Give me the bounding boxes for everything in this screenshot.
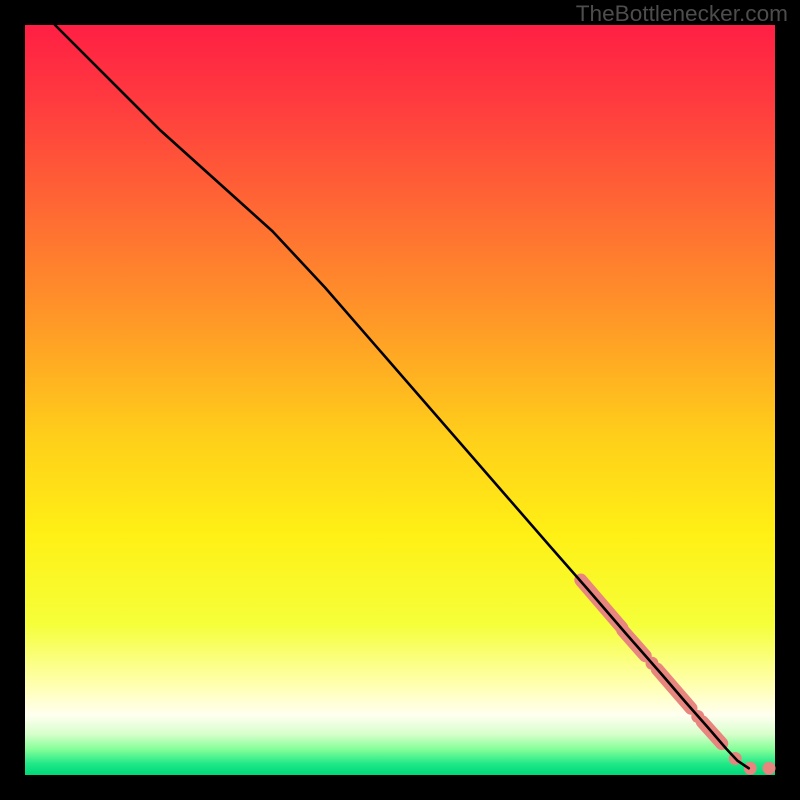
bottleneck-chart: TheBottlenecker.com (0, 0, 800, 800)
plot-area (25, 25, 775, 775)
marker-dot (763, 762, 776, 775)
marker-dot (744, 762, 757, 775)
watermark-text: TheBottlenecker.com (576, 1, 788, 26)
